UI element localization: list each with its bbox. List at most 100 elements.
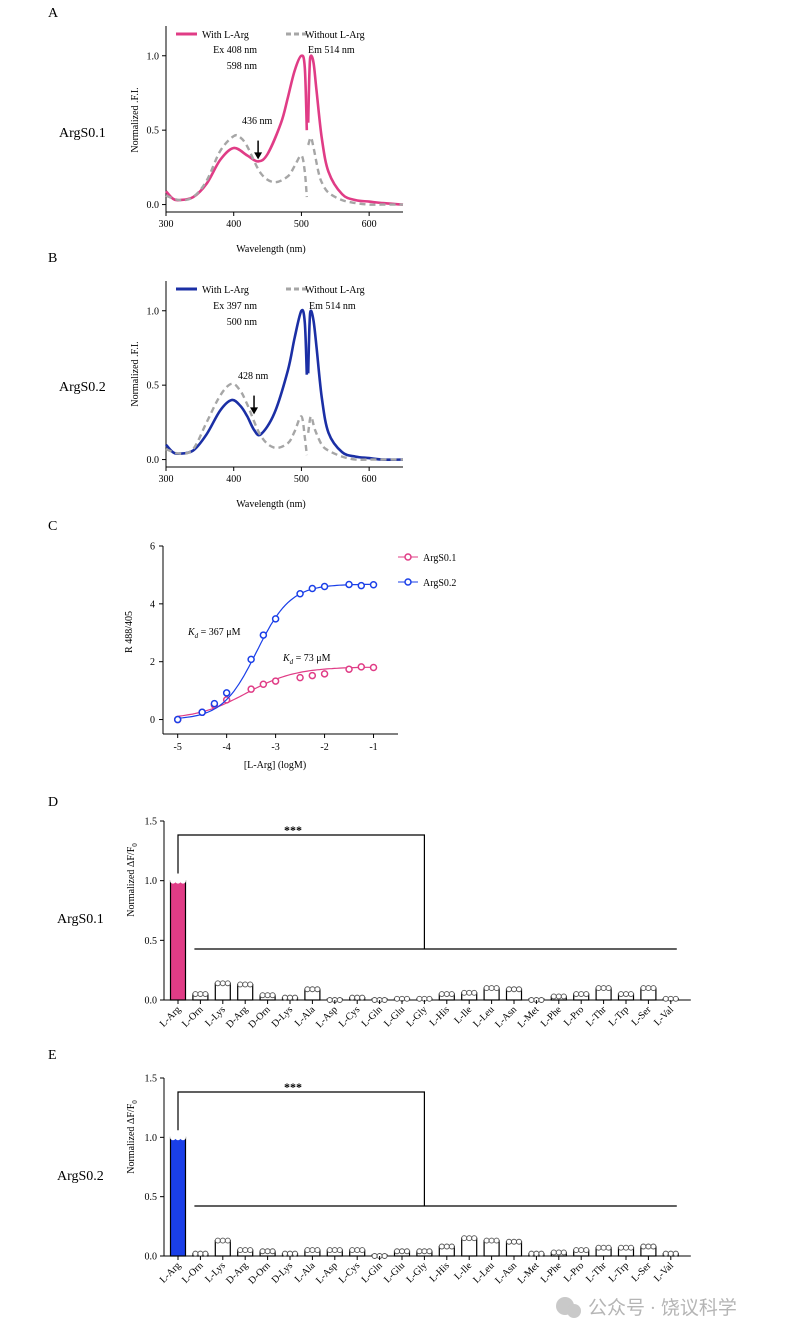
replicate-d-d-lys-1 <box>287 994 293 1001</box>
category-label-e-d-arg: D-Arg <box>224 1260 250 1286</box>
replicate-e-l-pro-0 <box>573 1247 580 1254</box>
replicate-e-l-pro-1 <box>578 1247 585 1254</box>
category-label-e-d-lys: D-Lys <box>270 1260 296 1286</box>
category-label-e-l-gln: L-Gln <box>360 1260 385 1285</box>
replicate-d-l-asn-0 <box>506 986 512 993</box>
replicate-e-l-gln-2 <box>381 1253 388 1259</box>
x-tick-label-b-2: 500 <box>294 474 309 485</box>
replicate-d-d-arg-2 <box>247 981 254 988</box>
replicate-d-l-val-2 <box>672 995 679 1002</box>
replicate-d-d-orn-2 <box>269 992 276 999</box>
replicate-d-l-orn-2 <box>202 991 209 997</box>
plot-area-a: 0.0 0.5 1.0 300 400 500 600 <box>147 26 404 230</box>
x-axis-label-c: [L-Arg] (logM) <box>244 760 306 771</box>
category-label-d-l-leu: L-Leu <box>471 1004 496 1029</box>
replicate-e-l-phe-0 <box>550 1249 557 1256</box>
category-label-d-l-trp: L-Trp <box>607 1004 631 1028</box>
replicate-d-l-trp-2 <box>628 991 634 997</box>
replicate-d-l-lys-0 <box>214 980 221 987</box>
y-tick-label-d-0: 0.0 <box>145 996 158 1007</box>
x-axis-label-b: Wavelength (nm) <box>236 499 305 510</box>
arrow-label-b: 428 nm <box>238 371 269 382</box>
plot-area-b: 0.0 0.5 1.0 300 400 500 600 <box>147 281 404 485</box>
point-args0.2-10 <box>345 580 353 589</box>
panel-e: E ArgS0.2 Normalized ΔF/F0 *** 0.0 0.5 1.0… <box>48 1048 691 1287</box>
replicate-e-l-arg-1 <box>175 1134 181 1141</box>
replicate-d-l-gln-0 <box>371 997 378 1003</box>
replicate-d-l-ile-2 <box>471 989 478 996</box>
side-label-a: ArgS0.1 <box>59 126 106 141</box>
replicate-d-l-asn-1 <box>511 986 517 993</box>
side-label-e: ArgS0.2 <box>57 1169 104 1184</box>
replicate-e-l-asp-1 <box>331 1247 338 1254</box>
point-args0.2-0 <box>173 715 182 724</box>
arrow-label-a: 436 nm <box>242 116 273 127</box>
replicate-e-l-ile-1 <box>466 1235 473 1242</box>
replicate-d-d-orn-1 <box>264 992 271 999</box>
point-args0.2-4 <box>247 655 255 664</box>
category-label-d-l-glu: L-Glu <box>382 1004 407 1029</box>
category-label-e-l-pro: L-Pro <box>562 1260 586 1284</box>
replicate-e-l-met-0 <box>528 1250 535 1257</box>
replicate-d-l-orn-0 <box>192 991 199 997</box>
replicate-d-l-gly-0 <box>416 995 423 1002</box>
series-b-with-l-arg-1 <box>306 309 404 461</box>
point-args0.1-12 <box>369 663 378 672</box>
replicate-e-l-trp-1 <box>623 1244 629 1251</box>
replicate-d-l-cys-1 <box>354 994 361 1001</box>
category-label-e-l-glu: L-Glu <box>382 1260 407 1285</box>
replicate-e-l-his-0 <box>438 1243 445 1250</box>
replicate-e-l-met-1 <box>533 1250 540 1257</box>
point-args0.2-12 <box>369 581 378 589</box>
x-tick-label-b-0: 300 <box>159 474 174 485</box>
point-args0.2-3 <box>222 689 231 697</box>
panel-letter-a: A <box>48 6 59 21</box>
replicate-e-l-asn-2 <box>516 1238 522 1245</box>
replicate-d-d-arg-1 <box>242 981 249 988</box>
x-tick-label-a-0: 300 <box>159 219 174 230</box>
legend-argS01: ArgS0.1 <box>423 553 456 564</box>
replicate-d-l-glu-0 <box>394 995 400 1002</box>
panel-letter-b: B <box>48 251 57 266</box>
y-axis-label-d: Normalized ΔF/F0 <box>126 843 139 917</box>
series-b-without-l-arg-2 <box>165 382 308 456</box>
replicate-d-l-phe-0 <box>550 993 557 1000</box>
category-label-e-l-cys: L-Cys <box>337 1260 363 1286</box>
replicate-e-l-glu-1 <box>399 1248 405 1255</box>
replicate-d-l-thr-2 <box>605 985 612 992</box>
arrow-head-a <box>254 152 263 160</box>
series-b-with-l-arg-0 <box>165 308 309 456</box>
y-tick-label-d-2: 1.0 <box>145 876 158 887</box>
replicate-e-l-arg-2 <box>180 1134 186 1141</box>
y-tick-label-d-3: 1.5 <box>145 817 158 828</box>
replicate-e-l-gly-2 <box>426 1248 433 1255</box>
point-args0.1-7 <box>296 673 304 682</box>
x-tick-label-a-3: 600 <box>362 219 377 230</box>
replicate-d-l-ala-0 <box>304 986 311 993</box>
side-label-b: ArgS0.2 <box>59 380 106 395</box>
replicate-e-l-orn-0 <box>192 1250 199 1257</box>
y-tick-label-e-1: 0.5 <box>145 1192 158 1203</box>
replicate-d-l-lys-2 <box>224 980 231 987</box>
replicate-d-l-his-2 <box>448 991 455 997</box>
replicate-e-l-leu-2 <box>493 1237 500 1244</box>
replicate-d-l-trp-0 <box>618 991 624 997</box>
replicate-e-l-cys-0 <box>349 1247 356 1254</box>
replicate-d-l-ile-1 <box>466 989 473 996</box>
replicate-e-l-pro-2 <box>583 1247 590 1254</box>
category-label-d-l-gly: L-Gly <box>404 1004 429 1029</box>
replicate-e-l-thr-2 <box>605 1244 612 1251</box>
ex2-annotation-a: 598 nm <box>227 61 258 72</box>
x-tick-label-a-2: 500 <box>294 219 309 230</box>
replicate-e-l-val-1 <box>667 1250 674 1257</box>
replicate-e-d-orn-2 <box>269 1248 276 1255</box>
replicate-d-l-his-1 <box>443 991 450 997</box>
replicate-e-l-his-1 <box>443 1243 450 1250</box>
y-tick-label-c-1: 2 <box>150 657 155 668</box>
ex-annotation-b: Ex 397 nm <box>213 301 257 312</box>
replicate-e-l-asn-1 <box>511 1238 517 1245</box>
x-tick-label-c-0: -5 <box>174 742 182 753</box>
legend-with-b: With L-Arg <box>202 285 249 296</box>
replicate-e-d-orn-1 <box>264 1248 271 1255</box>
panel-b: B ArgS0.2 Normalized .F.I. Wavelength (n… <box>48 251 404 510</box>
